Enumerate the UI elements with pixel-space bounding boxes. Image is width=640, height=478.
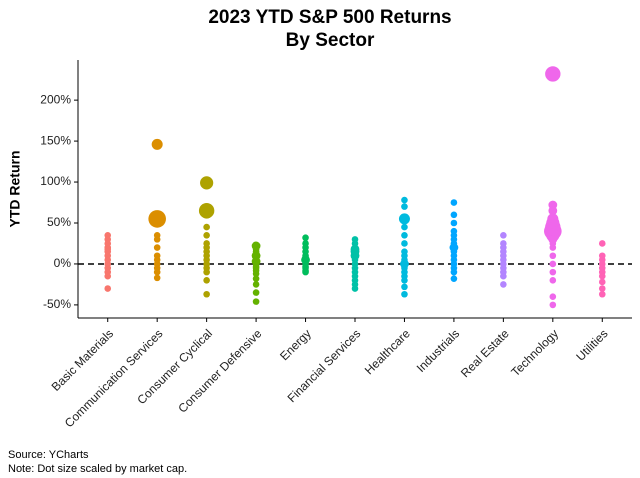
y-tick-label: 200% — [40, 92, 71, 106]
dot — [252, 275, 260, 282]
dot — [500, 281, 507, 288]
dot — [549, 268, 557, 276]
y-tick-label: 50% — [47, 215, 71, 229]
dot — [401, 290, 408, 298]
y-tick-label: 100% — [40, 174, 71, 188]
dot — [549, 260, 557, 268]
dot — [252, 270, 260, 278]
dot — [401, 283, 408, 291]
dot — [203, 268, 210, 276]
dot — [401, 196, 408, 204]
dot — [598, 240, 606, 247]
x-tick-label: Energy — [277, 326, 314, 363]
dot — [401, 277, 408, 284]
dot — [545, 66, 561, 82]
x-tick-label: Industrials — [414, 326, 463, 375]
y-tick-label: -50% — [43, 297, 71, 311]
dot — [104, 272, 112, 280]
dot — [450, 211, 458, 219]
chart-subtitle: By Sector — [286, 30, 375, 51]
dot — [201, 207, 213, 219]
dot — [549, 252, 557, 260]
dot — [252, 298, 260, 305]
y-tick-label: 0% — [54, 256, 72, 270]
dot — [500, 231, 507, 239]
y-tick-label: 150% — [40, 133, 71, 147]
dot — [203, 223, 210, 231]
x-tick-label: Consumer Defensive — [175, 326, 264, 415]
dot — [401, 231, 408, 239]
caption: Note: Dot size scaled by market cap. — [8, 463, 187, 475]
dot — [398, 213, 410, 225]
dot — [450, 275, 458, 282]
dot — [450, 199, 458, 206]
dot — [203, 231, 210, 239]
dot — [351, 285, 359, 292]
dot — [549, 301, 557, 309]
dot — [200, 176, 214, 190]
x-tick-label: Real Estate — [458, 326, 512, 380]
chart-title: 2023 YTD S&P 500 Returns — [208, 7, 451, 28]
dot — [153, 268, 161, 276]
dot — [450, 219, 458, 227]
dot — [549, 293, 557, 301]
dot — [500, 272, 507, 280]
dot — [598, 272, 606, 280]
dot — [203, 290, 210, 298]
dot — [450, 268, 458, 276]
dot — [598, 290, 606, 298]
dot — [252, 289, 260, 296]
dot — [401, 203, 408, 210]
dot — [401, 240, 408, 247]
dot — [401, 223, 408, 231]
dot — [153, 244, 161, 251]
dot — [302, 234, 309, 242]
dot — [549, 244, 557, 251]
dot — [153, 274, 161, 282]
y-axis-title: YTD Return — [7, 151, 23, 228]
dot — [148, 210, 166, 228]
dot — [598, 278, 606, 286]
dot — [153, 236, 161, 243]
x-tick-label: Technology — [508, 326, 561, 379]
x-tick-label: Communication Services — [62, 326, 166, 430]
dot — [302, 268, 309, 276]
dot — [598, 285, 606, 292]
dot — [549, 277, 557, 284]
x-tick-label: Healthcare — [362, 326, 413, 377]
dot — [252, 281, 260, 288]
dot — [151, 138, 163, 150]
dot — [104, 285, 112, 292]
caption: Source: YCharts — [8, 449, 89, 461]
x-tick-label: Utilities — [573, 326, 610, 363]
dot — [203, 277, 210, 284]
dot — [548, 206, 558, 216]
